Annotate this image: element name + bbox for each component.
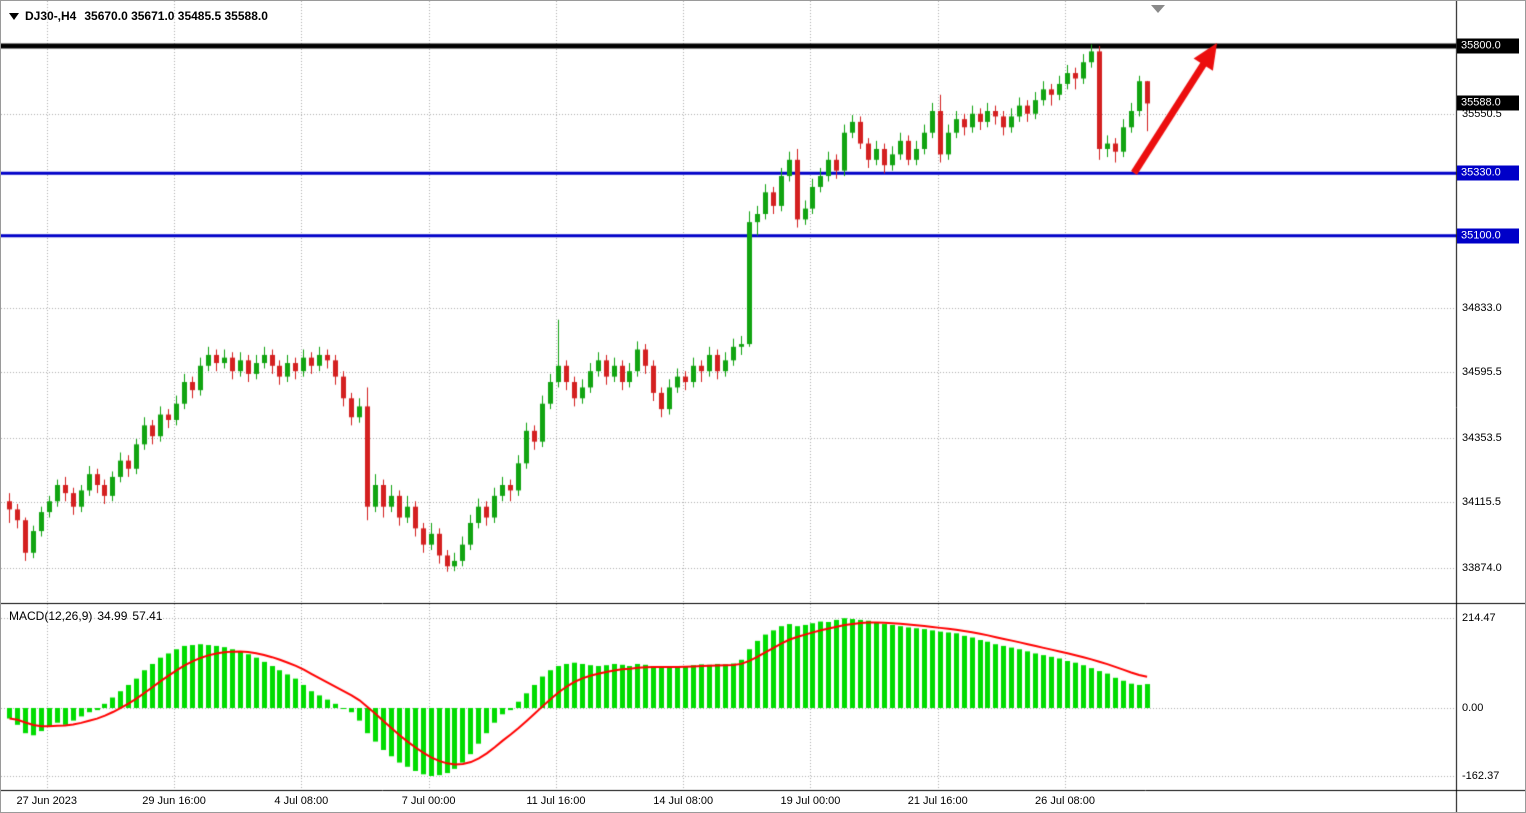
trading-chart-window: DJ30-,H4 35670.0 35671.0 35485.5 35588.0 … [0, 0, 1526, 813]
candlestick-chart-canvas[interactable] [1, 1, 1525, 812]
